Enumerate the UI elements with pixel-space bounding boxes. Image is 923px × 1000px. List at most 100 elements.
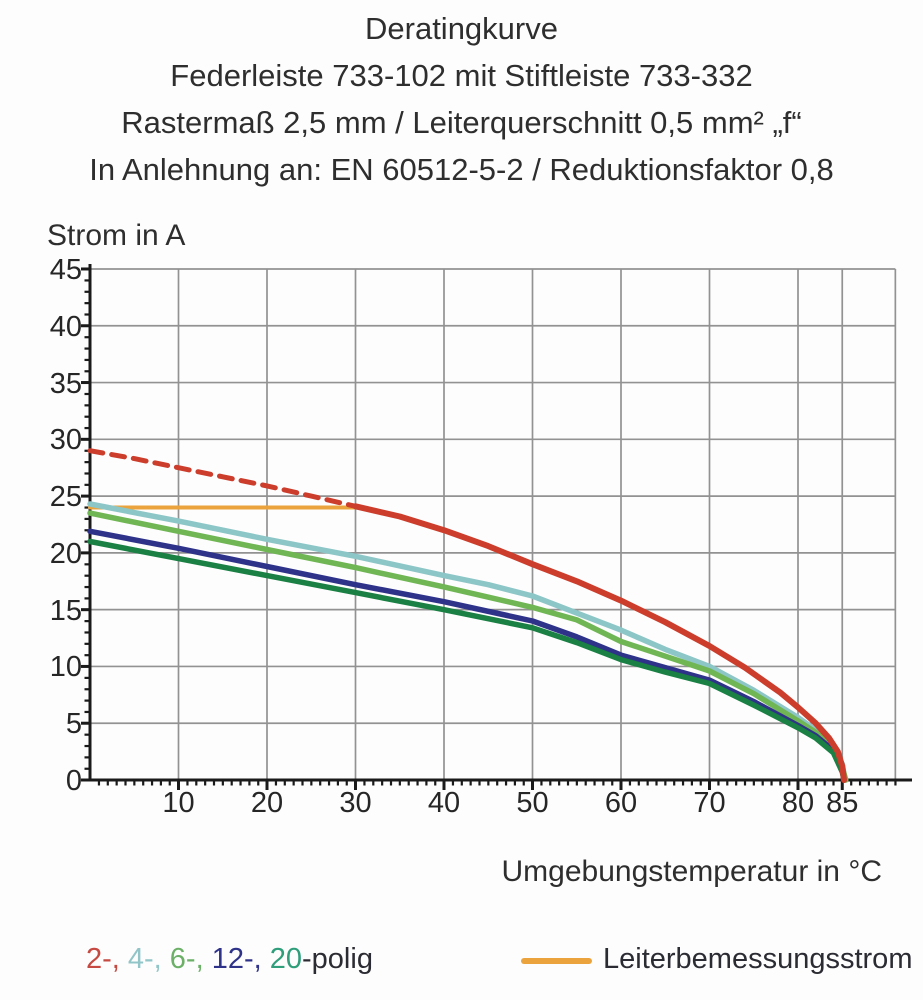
x-minor-tick [540, 781, 543, 786]
x-major-tick [840, 780, 844, 790]
x-minor-tick [363, 781, 366, 786]
x-minor-tick [434, 781, 437, 786]
y-minor-tick [84, 426, 89, 430]
x-minor-tick [646, 781, 649, 786]
x-major-tick [531, 780, 534, 790]
y-minor-tick [84, 744, 89, 748]
x-minor-tick [805, 781, 809, 786]
x-minor-tick [327, 781, 331, 786]
y-minor-tick [84, 540, 89, 543]
x-minor-tick [425, 781, 428, 786]
chart-title-line-3: Rastermaß 2,5 mm / Leiterquerschnitt 0,5… [121, 105, 802, 140]
x-minor-tick [832, 781, 835, 786]
y-major-tick [81, 608, 90, 612]
x-minor-tick [389, 781, 393, 786]
x-minor-tick [814, 781, 817, 786]
series-4-polig [87, 501, 848, 783]
y-minor-tick [84, 290, 89, 293]
y-major-tick [81, 664, 90, 668]
x-minor-tick [664, 781, 667, 786]
x-major-tick [708, 780, 711, 790]
legend-pole-label: 20 [261, 943, 303, 975]
y-minor-tick [84, 347, 89, 350]
y-minor-tick [84, 597, 89, 600]
y-minor-tick [84, 506, 89, 509]
x-minor-tick [106, 781, 109, 786]
x-minor-tick [602, 781, 605, 786]
y-minor-tick [84, 767, 89, 770]
x-tick-label: 70 [693, 787, 726, 819]
y-major-tick [81, 721, 90, 725]
y-major-tick [81, 494, 90, 498]
x-minor-tick [204, 781, 207, 786]
x-minor-tick [97, 781, 101, 786]
x-minor-tick [726, 781, 729, 786]
x-major-tick [354, 780, 357, 790]
x-minor-tick [779, 781, 782, 786]
x-minor-tick [673, 781, 676, 786]
x-minor-tick [239, 781, 242, 786]
chart-title-block: Deratingkurve Federleiste 733-102 mit St… [0, 5, 923, 193]
y-minor-tick [84, 370, 89, 373]
y-tick-label: 5 [65, 708, 82, 741]
x-minor-tick [770, 781, 773, 786]
y-major-tick [81, 437, 90, 441]
y-major-tick [81, 551, 90, 555]
x-minor-tick [416, 781, 419, 786]
x-minor-tick [699, 781, 702, 786]
x-tick-label: 80 [781, 787, 815, 819]
x-minor-tick [628, 781, 632, 786]
x-minor-tick [407, 781, 410, 786]
legend-poles: 2-, 4-, 6-, 12-, 20-polig [86, 943, 373, 976]
x-minor-tick [381, 781, 384, 786]
series-20-polig [87, 538, 847, 783]
x-minor-tick [743, 781, 747, 786]
y-minor-tick [84, 472, 89, 475]
x-major-tick [177, 780, 180, 790]
x-minor-tick [274, 781, 278, 786]
y-minor-tick [84, 336, 89, 339]
x-minor-tick [310, 781, 313, 786]
x-minor-tick [513, 781, 516, 786]
x-minor-tick [788, 781, 791, 786]
x-minor-tick [336, 781, 339, 786]
x-minor-tick [558, 781, 561, 786]
y-minor-tick [84, 733, 89, 736]
y-minor-tick [84, 574, 89, 577]
y-minor-tick [84, 302, 89, 305]
x-major-tick [442, 780, 446, 790]
legend-pole-label: 12-, [203, 943, 262, 975]
y-minor-tick [84, 699, 89, 702]
x-minor-tick [398, 781, 401, 786]
rated-current-label: Leiterbemessungsstrom [603, 943, 913, 975]
y-minor-tick [84, 710, 89, 714]
x-minor-tick [876, 781, 879, 786]
x-minor-tick [230, 781, 233, 786]
rated-current-line-swatch [521, 958, 592, 964]
x-minor-tick [655, 781, 658, 786]
y-tick-label: 10 [49, 651, 82, 684]
y-minor-tick [84, 688, 89, 691]
x-axis-title: Umgebungstemperatur in °C [501, 855, 882, 888]
y-minor-tick [84, 415, 89, 418]
y-minor-tick [84, 654, 89, 657]
x-tick-label: 10 [162, 787, 195, 819]
x-minor-tick [292, 781, 295, 786]
x-tick-label: 40 [427, 787, 461, 819]
x-minor-tick [257, 781, 260, 786]
x-minor-tick [584, 781, 587, 786]
chart-title-line-2: Federleiste 733-102 mit Stiftleiste 733-… [170, 58, 753, 93]
x-tick-label: 50 [516, 787, 549, 819]
y-tick-label: 35 [49, 367, 82, 400]
x-tick-label: 85 [826, 787, 859, 819]
y-major-tick [81, 324, 90, 328]
x-minor-tick [319, 781, 322, 786]
x-minor-tick [504, 781, 508, 786]
x-minor-tick [150, 781, 154, 786]
legend-rated-current: Leiterbemessungsstrom [521, 943, 912, 976]
y-minor-tick [84, 642, 89, 645]
x-minor-tick [451, 781, 455, 786]
y-minor-tick [84, 313, 89, 316]
x-minor-tick [858, 781, 862, 786]
